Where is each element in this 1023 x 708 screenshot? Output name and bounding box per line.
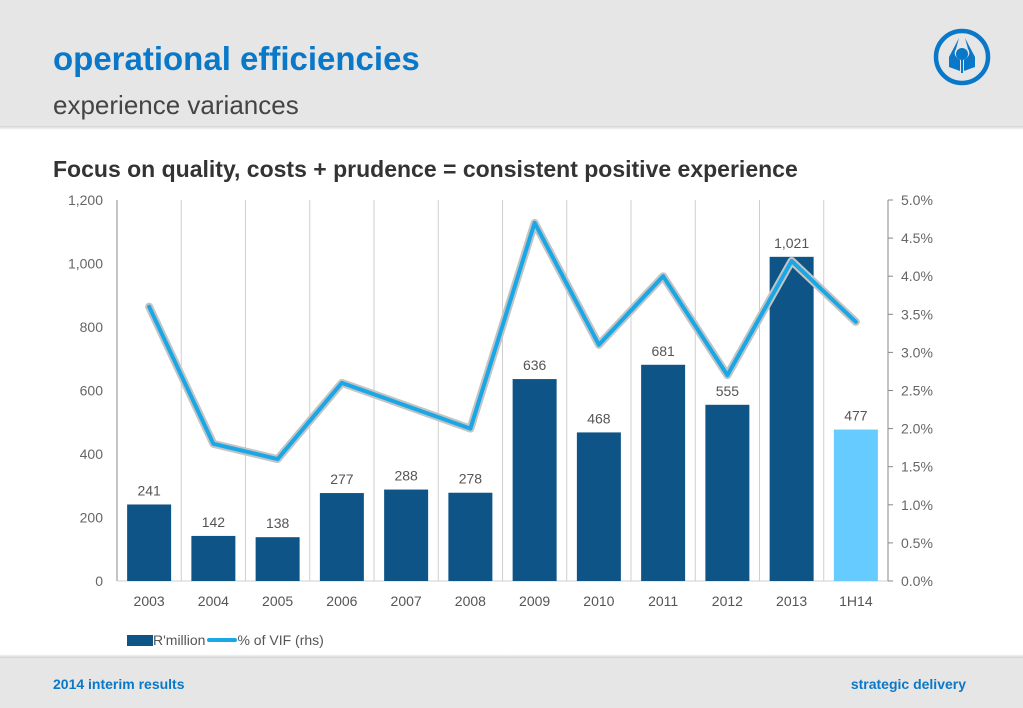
- right-axis-tick-label: 1.5%: [901, 459, 933, 475]
- x-axis-tick-label: 2008: [455, 593, 486, 609]
- bar-value-label: 288: [394, 468, 418, 484]
- bar: [641, 364, 686, 581]
- x-axis-tick-label: 2013: [776, 593, 807, 609]
- right-axis-tick-label: 4.0%: [901, 268, 933, 284]
- bar: [833, 429, 878, 581]
- bar-value-label: 138: [266, 515, 290, 531]
- slide-subtitle: experience variances: [53, 90, 299, 120]
- bar: [319, 493, 364, 581]
- x-axis-tick-label: 2004: [198, 593, 229, 609]
- right-axis-tick-label: 2.5%: [901, 383, 933, 399]
- footer-left-text: 2014 interim results: [53, 676, 185, 692]
- bar: [255, 537, 300, 581]
- bar: [576, 432, 621, 581]
- right-axis-tick-label: 3.5%: [901, 306, 933, 322]
- left-axis-tick-label: 400: [80, 446, 104, 462]
- right-axis-tick-label: 2.0%: [901, 421, 933, 437]
- slide-title: operational efficiencies: [53, 40, 420, 77]
- x-axis-tick-label: 2003: [134, 593, 165, 609]
- bar-value-label: 1,021: [774, 235, 809, 251]
- bar: [127, 504, 172, 581]
- bar: [191, 535, 236, 581]
- sanlam-logo-icon: [933, 28, 991, 86]
- left-axis-tick-label: 1,000: [68, 256, 103, 272]
- x-axis-tick-label: 2007: [391, 593, 422, 609]
- bar-value-label: 278: [459, 471, 483, 487]
- x-axis-tick-label: 2010: [583, 593, 614, 609]
- slide-header: operational efficiencies experience vari…: [0, 0, 1023, 126]
- bar-value-label: 468: [587, 410, 611, 426]
- legend-label-bar: R'million: [153, 632, 206, 648]
- bar: [448, 492, 493, 581]
- footer-right-text: strategic delivery: [850, 676, 966, 692]
- slide-footer: 2014 interim results strategic delivery: [0, 658, 1023, 708]
- legend-label-line: % of VIF (rhs): [237, 632, 324, 648]
- right-axis-tick-label: 0.5%: [901, 535, 933, 551]
- bar-value-label: 241: [137, 482, 161, 498]
- legend-swatch-bar: [127, 634, 153, 646]
- left-axis-tick-label: 800: [80, 319, 104, 335]
- chart-legend: R'million % of VIF (rhs): [127, 632, 324, 648]
- footer-divider: [0, 654, 1023, 658]
- bar-value-label: 142: [202, 514, 226, 530]
- header-divider: [0, 126, 1023, 130]
- bar: [769, 256, 814, 581]
- bar: [384, 489, 429, 581]
- x-axis-tick-label: 2005: [262, 593, 293, 609]
- x-axis-tick-label: 2006: [326, 593, 357, 609]
- bar-value-label: 636: [523, 357, 547, 373]
- right-axis-tick-label: 0.0%: [901, 573, 933, 589]
- line-series-vif: [147, 220, 858, 462]
- left-axis-tick-label: 1,200: [68, 192, 103, 208]
- left-axis-tick-label: 200: [80, 510, 104, 526]
- left-axis-tick-label: 0: [95, 573, 103, 589]
- x-axis-tick-label: 2009: [519, 593, 550, 609]
- right-axis-tick-label: 5.0%: [901, 192, 933, 208]
- right-axis-tick-label: 3.0%: [901, 344, 933, 360]
- bar: [705, 404, 750, 581]
- bar-value-label: 555: [716, 383, 740, 399]
- chart-headline: Focus on quality, costs + prudence = con…: [53, 156, 798, 182]
- bar-value-label: 277: [330, 471, 354, 487]
- bar-value-label: 681: [651, 343, 675, 359]
- right-axis-tick-label: 4.5%: [901, 230, 933, 246]
- left-axis-tick-label: 600: [80, 383, 104, 399]
- x-axis-tick-label: 2012: [712, 593, 743, 609]
- bar: [512, 379, 557, 581]
- bar-value-label: 477: [844, 408, 868, 424]
- x-axis-tick-label: 2011: [648, 593, 678, 609]
- chart-area: 0 200 400 600 800 1,000 1,200 0.0% 0.5% 1.0% 1.5% 2…: [68, 192, 933, 609]
- x-axis-tick-label: 1H14: [839, 593, 873, 609]
- right-axis-tick-label: 1.0%: [901, 497, 933, 513]
- legend-swatch-line: [207, 638, 238, 642]
